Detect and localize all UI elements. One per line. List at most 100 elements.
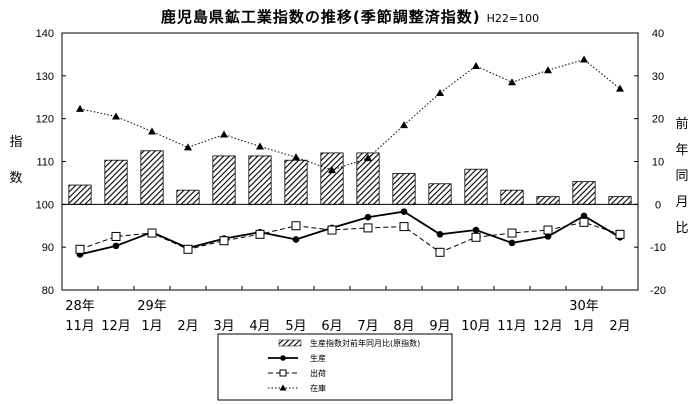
marker-shipment-5 xyxy=(255,229,265,239)
marker-shipment-12 xyxy=(507,228,517,238)
x-axis-ticks: 11月 12月 1月 2月 3月 4月 5月 6月 7月 8月 9月 10月 11月 12月 1月 2月 xyxy=(61,286,631,334)
x-tick-label: 2月 xyxy=(177,319,198,334)
bar-yoy-12 xyxy=(500,189,524,205)
marker-inventory-1 xyxy=(112,112,120,120)
x-tick-label: 11月 xyxy=(497,319,527,334)
bar-yoy-6 xyxy=(284,159,308,205)
legend-label-shipment: 出荷 xyxy=(310,368,326,378)
marker-inventory-5 xyxy=(256,142,264,150)
marker-production-8 xyxy=(364,213,372,221)
marker-shipment-2 xyxy=(147,228,157,238)
marker-inventory-10 xyxy=(436,88,444,96)
right-axis-ticks: 40 30 20 10 0 -10 -20 xyxy=(634,28,666,297)
marker-inventory-15 xyxy=(616,84,624,92)
marker-inventory-11 xyxy=(472,61,480,69)
marker-shipment-1 xyxy=(111,231,121,241)
marker-production-9 xyxy=(400,208,408,215)
marker-group xyxy=(75,55,625,258)
legend: 生産指数対前年同月比(原指数) 生産 出荷 在庫 xyxy=(217,333,453,401)
legend-label-inventory: 在庫 xyxy=(310,383,326,393)
bar-yoy-14 xyxy=(572,181,596,205)
right-axis-label-char: 月 xyxy=(675,195,688,210)
x-tick-label: 12月 xyxy=(101,319,131,334)
marker-inventory-6 xyxy=(292,153,300,161)
marker-inventory-13 xyxy=(544,66,552,74)
bar-yoy-10 xyxy=(428,183,452,205)
x-tick-label: 6月 xyxy=(321,319,342,334)
legend-label-production: 生産 xyxy=(310,353,326,363)
marker-shipment-0 xyxy=(75,244,85,254)
right-tick-label: 20 xyxy=(652,114,664,126)
chart-title-block: 鹿児島県鉱工業指数の推移(季節調整済指数) H22=100 xyxy=(0,6,700,27)
base-year-note: H22=100 xyxy=(486,12,540,25)
year-label: 29年 xyxy=(137,299,167,314)
right-tick-label: 10 xyxy=(652,157,664,169)
right-tick-label: 30 xyxy=(652,71,664,83)
marker-production-12 xyxy=(508,239,516,247)
marker-shipment-15 xyxy=(615,229,625,239)
year-label: 28年 xyxy=(65,299,95,314)
series-line-inventory xyxy=(79,59,621,171)
marker-shipment-6 xyxy=(291,221,301,231)
bar-yoy-5 xyxy=(248,155,272,205)
x-tick-label: 8月 xyxy=(393,319,414,334)
marker-shipment-13 xyxy=(543,225,553,235)
marker-shipment-4 xyxy=(219,236,229,246)
right-tick-label: -10 xyxy=(650,242,666,254)
x-tick-label: 5月 xyxy=(285,319,306,334)
x-tick-label: 1月 xyxy=(141,319,162,334)
line-group xyxy=(79,59,621,256)
marker-shipment-11 xyxy=(471,232,481,242)
marker-production-1 xyxy=(112,242,120,250)
marker-shipment-7 xyxy=(327,225,337,235)
left-tick-label: 80 xyxy=(42,285,54,297)
x-tick-label: 11月 xyxy=(65,319,95,334)
marker-inventory-4 xyxy=(220,130,228,138)
bar-yoy-9 xyxy=(392,173,416,205)
marker-production-14 xyxy=(580,212,588,220)
marker-shipment-14 xyxy=(579,217,589,227)
marker-inventory-7 xyxy=(328,166,336,174)
bar-yoy-1 xyxy=(104,159,128,205)
marker-production-11 xyxy=(472,226,480,234)
year-label: 30年 xyxy=(569,299,599,314)
x-tick-label: 2月 xyxy=(609,319,630,334)
right-tick-label: 40 xyxy=(652,28,664,40)
marker-production-10 xyxy=(436,231,444,238)
bar-yoy-0 xyxy=(68,184,92,205)
bar-yoy-13 xyxy=(536,196,560,205)
x-tick-label: 1月 xyxy=(573,319,594,334)
left-tick-label: 140 xyxy=(36,28,54,40)
legend-marker-shipment xyxy=(279,369,287,377)
marker-inventory-0 xyxy=(76,104,84,112)
x-tick-label: 10月 xyxy=(461,319,491,334)
x-tick-label: 3月 xyxy=(213,319,234,334)
bar-yoy-7 xyxy=(320,152,344,205)
bar-yoy-4 xyxy=(212,155,236,205)
left-tick-label: 100 xyxy=(36,199,54,211)
marker-shipment-3 xyxy=(183,244,193,254)
left-axis-label: 指数 xyxy=(9,135,22,186)
bar-yoy-2 xyxy=(140,150,164,205)
right-axis-label-char: 比 xyxy=(675,221,688,236)
left-tick-label: 120 xyxy=(36,114,54,126)
right-tick-label: 0 xyxy=(655,199,661,211)
x-tick-label: 9月 xyxy=(429,319,450,334)
chart-title: 鹿児島県鉱工業指数の推移(季節調整済指数) xyxy=(160,8,481,26)
x-tick-label: 4月 xyxy=(249,319,270,334)
right-axis-label-char: 年 xyxy=(675,143,688,158)
bar-yoy-11 xyxy=(464,168,488,205)
right-axis-label-char: 前 xyxy=(675,116,688,132)
legend-marker-inventory xyxy=(279,384,287,391)
legend-frame xyxy=(217,333,453,401)
legend-marker-production xyxy=(280,355,286,361)
left-tick-label: 110 xyxy=(36,157,54,169)
series-line-production xyxy=(79,210,621,256)
marker-shipment-9 xyxy=(399,222,409,232)
left-tick-label: 90 xyxy=(42,242,54,254)
marker-shipment-10 xyxy=(435,247,445,257)
marker-inventory-8 xyxy=(364,154,372,162)
right-axis-label: 前年同月比 xyxy=(675,116,688,236)
left-tick-label: 130 xyxy=(36,71,54,83)
